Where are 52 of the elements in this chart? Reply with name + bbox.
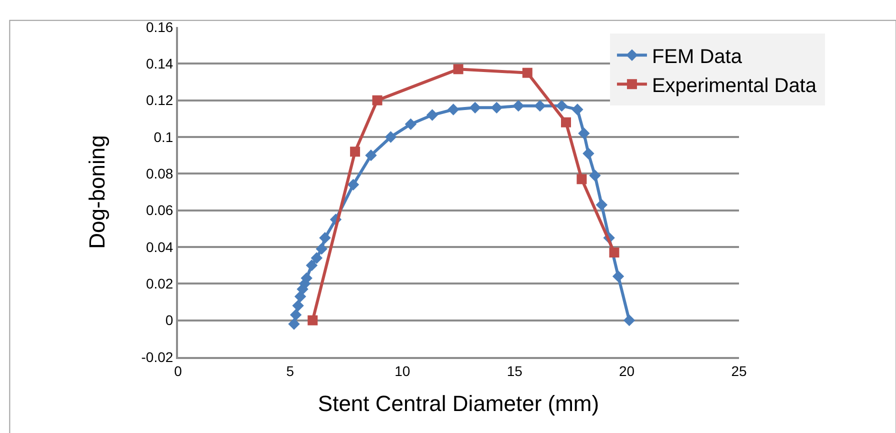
point	[319, 232, 331, 244]
point	[453, 64, 464, 74]
y-tick-label: 0.02	[146, 276, 174, 292]
point	[347, 178, 360, 191]
point	[308, 315, 318, 326]
point	[372, 95, 382, 106]
point	[576, 174, 587, 184]
point	[582, 148, 594, 160]
point	[384, 131, 397, 143]
point	[306, 259, 318, 272]
x-tick-label: 20	[619, 362, 635, 379]
y-tick-label: 0.14	[146, 56, 174, 72]
point	[469, 102, 481, 114]
x-tick-label: 5	[286, 362, 294, 379]
y-tick-label: 0.1	[154, 128, 174, 145]
y-tick-label: 0.08	[146, 166, 174, 182]
point	[426, 109, 438, 121]
x-axis-title: Stent Central Diameter (mm)	[318, 391, 600, 416]
y-tick-label: 0	[165, 312, 174, 328]
point	[350, 146, 360, 157]
point	[578, 127, 590, 140]
point	[609, 248, 620, 258]
point	[404, 118, 417, 130]
point	[556, 100, 568, 112]
point	[490, 102, 502, 114]
point	[512, 100, 524, 112]
point	[572, 104, 584, 116]
point	[596, 198, 608, 211]
point	[589, 170, 601, 182]
point	[560, 117, 571, 128]
point	[288, 318, 300, 330]
point	[365, 149, 377, 162]
point	[310, 252, 323, 264]
y-tick-label: 0.04	[146, 238, 174, 255]
point	[534, 100, 546, 112]
point	[447, 104, 460, 116]
point	[316, 242, 328, 255]
x-tick-label: 10	[394, 362, 410, 379]
y-tick-label: 0.06	[146, 202, 174, 218]
point	[522, 68, 532, 78]
x-tick-label: 25	[731, 362, 747, 379]
point	[290, 308, 302, 321]
y-tick-label: -0.02	[141, 348, 174, 365]
point	[623, 314, 636, 326]
y-tick-label: 0.12	[146, 92, 174, 108]
y-axis-title: Dog-boning	[84, 135, 110, 249]
point	[612, 270, 624, 282]
x-tick-label: 15	[506, 362, 523, 379]
point	[292, 300, 304, 312]
legend-label: Experimental Data	[652, 74, 818, 97]
legend-label: FEM Data	[652, 46, 743, 68]
y-tick-label: 0.16	[146, 18, 174, 35]
